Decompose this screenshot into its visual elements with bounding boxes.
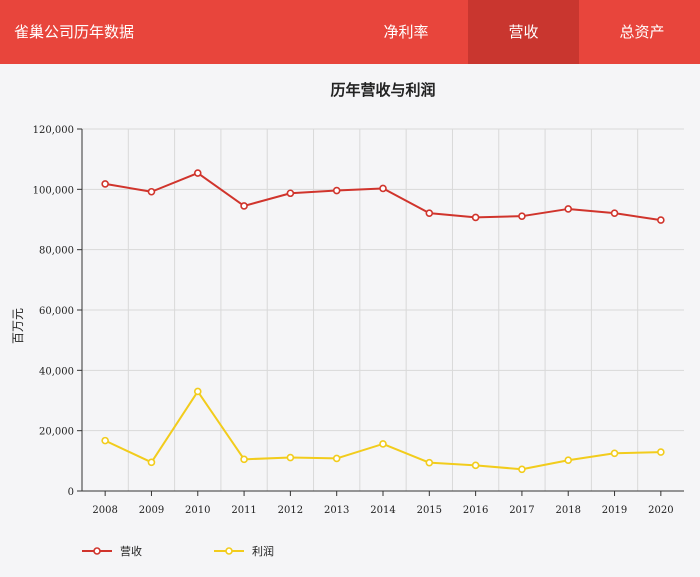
y-tick-label: 40,000 [39,366,74,377]
y-tick-label: 20,000 [39,427,74,438]
y-tick-label: 100,000 [33,185,74,196]
y-tick-label: 120,000 [33,125,74,136]
x-tick-label: 2015 [417,505,442,516]
y-tick-label: 60,000 [39,306,74,317]
data-point[interactable] [147,187,156,196]
data-point[interactable] [518,465,526,474]
chart-axes: 0 20,000 40,000 60,000 80,000 100,000 120,000 2… [33,125,684,516]
x-tick-label: 2010 [185,505,210,516]
y-axis-label: 百万元 [11,308,25,344]
revenue-profit-line-chart: 历年营收与利润 百万元 0 20,000 40,000 60,000 80,000 100… [11,81,684,558]
x-tick-label: 2008 [92,505,117,516]
legend-swatch-marker [225,547,233,555]
data-point[interactable] [657,216,665,224]
x-tick-label: 2011 [231,505,256,516]
data-point[interactable] [379,184,387,193]
data-point[interactable] [101,180,109,188]
data-point[interactable] [193,387,202,396]
data-point[interactable] [240,455,248,464]
x-tick-label: 2013 [324,505,349,516]
chart-legend[interactable]: 营收 利润 [82,544,274,558]
data-point[interactable] [610,449,619,458]
data-point[interactable] [332,454,341,463]
chart-series [101,169,665,474]
y-tick-label: 0 [68,487,74,498]
data-point[interactable] [240,202,248,210]
data-point[interactable] [101,436,109,445]
data-point[interactable] [286,453,295,462]
data-point[interactable] [471,461,480,470]
data-point[interactable] [193,169,202,177]
x-tick-label: 2009 [139,505,164,516]
legend-label: 利润 [252,544,274,558]
chart-title: 历年营收与利润 [330,81,435,99]
data-point[interactable] [564,205,573,213]
data-point[interactable] [610,209,619,217]
data-point[interactable] [425,458,434,467]
x-tick-label: 2016 [463,505,488,516]
data-point[interactable] [379,440,387,448]
x-tick-label: 2020 [648,505,673,516]
data-point[interactable] [471,213,480,222]
legend-item-0[interactable]: 营收 [82,544,142,558]
data-point[interactable] [147,458,156,467]
x-tick-label: 2012 [278,505,303,516]
x-tick-label: 2014 [370,505,395,516]
data-point[interactable] [332,186,341,195]
app-title: 雀巢公司历年数据 [14,23,135,41]
data-point[interactable] [518,212,526,220]
data-point[interactable] [564,456,573,465]
legend-swatch-marker [93,547,101,555]
data-point[interactable] [425,209,434,217]
series-line-0 [104,172,661,222]
x-tick-label: 2019 [602,505,627,516]
y-tick-label: 80,000 [39,246,74,257]
x-tick-label: 2018 [556,505,581,516]
tab-revenue[interactable]: 营收 [468,0,579,64]
data-point[interactable] [657,448,665,456]
legend-item-1[interactable]: 利润 [214,544,274,558]
x-tick-label: 2017 [509,505,534,516]
tab-net-margin[interactable]: 净利率 [383,23,429,41]
legend-label: 营收 [120,544,142,558]
tab-total-assets[interactable]: 总资产 [619,23,665,41]
top-navigation-bar: 雀巢公司历年数据 净利率 营收 总资产 [0,0,700,64]
data-point[interactable] [286,189,295,198]
